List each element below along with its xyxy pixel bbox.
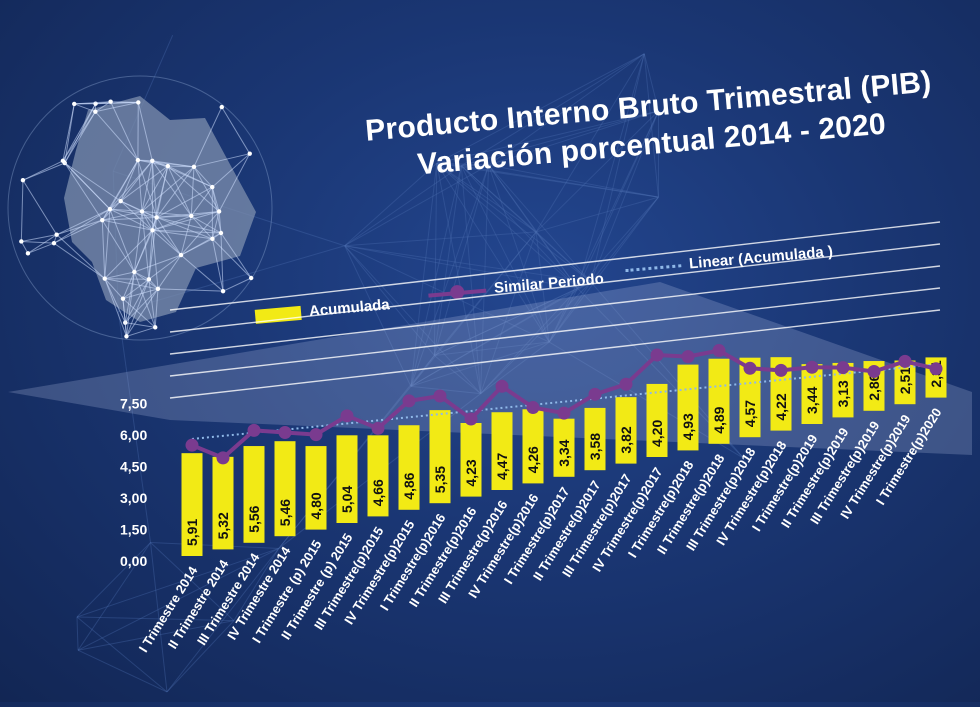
line-point: [899, 355, 912, 368]
line-point: [217, 451, 230, 464]
line-point: [496, 380, 509, 393]
bar-data-label: 4,93: [680, 413, 696, 440]
y-tick-label: 4,50: [120, 459, 147, 475]
bar-data-label: 5,35: [432, 466, 448, 493]
bar-data-label: 4,86: [401, 472, 417, 499]
line-point: [465, 413, 478, 426]
line-point: [341, 409, 354, 422]
line-point: [403, 394, 416, 407]
y-tick-label: 3,00: [120, 490, 147, 506]
bar-data-label: 3,58: [587, 433, 603, 460]
line-point: [806, 361, 819, 374]
bar-data-label: 3,44: [804, 387, 820, 414]
gridline: [170, 222, 940, 310]
y-tick-label: 6,00: [120, 427, 147, 443]
bar-data-label: 4,20: [649, 420, 665, 447]
line-point: [279, 426, 292, 439]
line-point: [372, 422, 385, 435]
bar-data-label: 5,91: [184, 519, 200, 546]
line-point: [527, 401, 540, 414]
bar-data-label: 4,23: [463, 459, 479, 486]
bar-data-label: 3,34: [556, 439, 572, 466]
bar-data-label: 3,82: [618, 426, 634, 453]
bar-data-label: 4,89: [711, 406, 727, 433]
line-point: [248, 424, 261, 437]
y-tick-label: 0,00: [120, 553, 147, 569]
line-point: [651, 349, 664, 362]
line-point: [744, 362, 757, 375]
line-point: [310, 428, 323, 441]
bar-data-label: 4,26: [525, 446, 541, 473]
line-point: [620, 378, 633, 391]
y-tick-label: 7,50: [120, 396, 147, 412]
bar-data-label: 5,04: [339, 486, 355, 513]
bar-data-label: 4,80: [308, 492, 324, 519]
bar-data-label: 4,57: [742, 400, 758, 427]
bar-data-label: 5,56: [246, 505, 262, 532]
bar-data-label: 3,13: [835, 380, 851, 407]
line-point: [434, 390, 447, 403]
line-point: [589, 388, 602, 401]
bar-data-label: 5,46: [277, 499, 293, 526]
line-point: [186, 439, 199, 452]
line-point: [682, 350, 695, 363]
line-point: [558, 407, 571, 420]
line-point: [713, 344, 726, 357]
bar-data-label: 2,51: [897, 367, 913, 394]
line-point: [775, 364, 788, 377]
bar-data-label: 5,32: [215, 512, 231, 539]
y-tick-label: 1,50: [120, 522, 147, 538]
line-point: [868, 365, 881, 378]
bar-data-label: 4,47: [494, 453, 510, 480]
line-point: [837, 361, 850, 374]
bar-data-label: 4,66: [370, 479, 386, 506]
line-point: [930, 362, 943, 375]
bar-data-label: 4,22: [773, 393, 789, 420]
